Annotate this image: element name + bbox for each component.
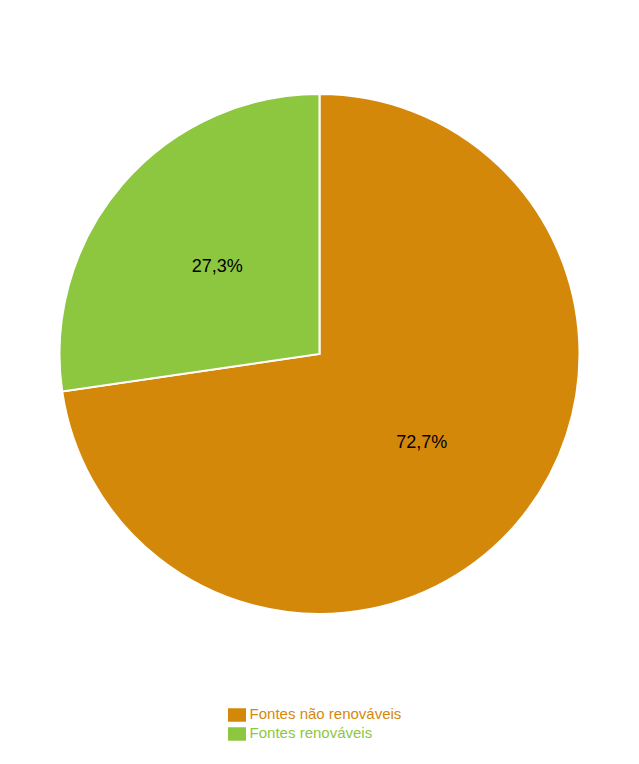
html-text:Fontes renováveis: Fontes renováveis	[249, 724, 373, 741]
html-text:Fontes não renováveis: Fontes não renováveis	[249, 704, 402, 722]
svg-text:72,7%: 72,7%	[396, 432, 447, 452]
svg-text:27,3%: 27,3%	[192, 256, 243, 276]
